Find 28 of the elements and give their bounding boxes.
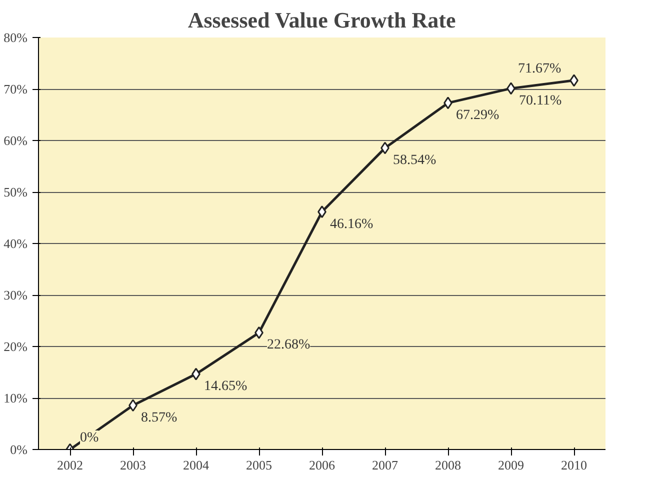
- data-label: 58.54%: [393, 153, 436, 168]
- data-label: 67.29%: [456, 108, 500, 123]
- data-label: 70.11%: [519, 93, 562, 108]
- y-tick-label: 70%: [4, 82, 28, 96]
- y-tick-label: 0%: [10, 442, 28, 457]
- x-tick-label: 2003: [120, 458, 146, 472]
- y-tick-label: 30%: [4, 288, 28, 302]
- y-tick-label: 20%: [4, 339, 28, 354]
- x-tick-label: 2008: [435, 458, 461, 472]
- data-label: 0%: [80, 430, 99, 446]
- x-tick-label: 2006: [309, 458, 336, 472]
- y-tick-label: 80%: [4, 30, 28, 45]
- x-tick-label: 2002: [57, 458, 83, 472]
- x-tick-label: 2010: [561, 458, 587, 472]
- x-tick-label: 2004: [183, 458, 210, 472]
- chart-title: Assessed Value Growth Rate: [188, 8, 456, 32]
- y-tick-label: 40%: [4, 236, 28, 251]
- x-tick-label: 2009: [498, 458, 524, 472]
- x-tick-label: 2005: [246, 458, 272, 472]
- data-label: 22.68%: [267, 338, 310, 353]
- x-tick-label: 2007: [372, 458, 398, 472]
- y-tick-label: 50%: [4, 184, 28, 200]
- data-label: 8.57%: [141, 410, 178, 426]
- data-label: 46.16%: [330, 216, 374, 232]
- data-label: 14.65%: [204, 379, 248, 394]
- y-tick-label: 60%: [4, 133, 28, 148]
- y-tick-label: 10%: [4, 390, 28, 406]
- data-label: 71.67%: [518, 61, 562, 76]
